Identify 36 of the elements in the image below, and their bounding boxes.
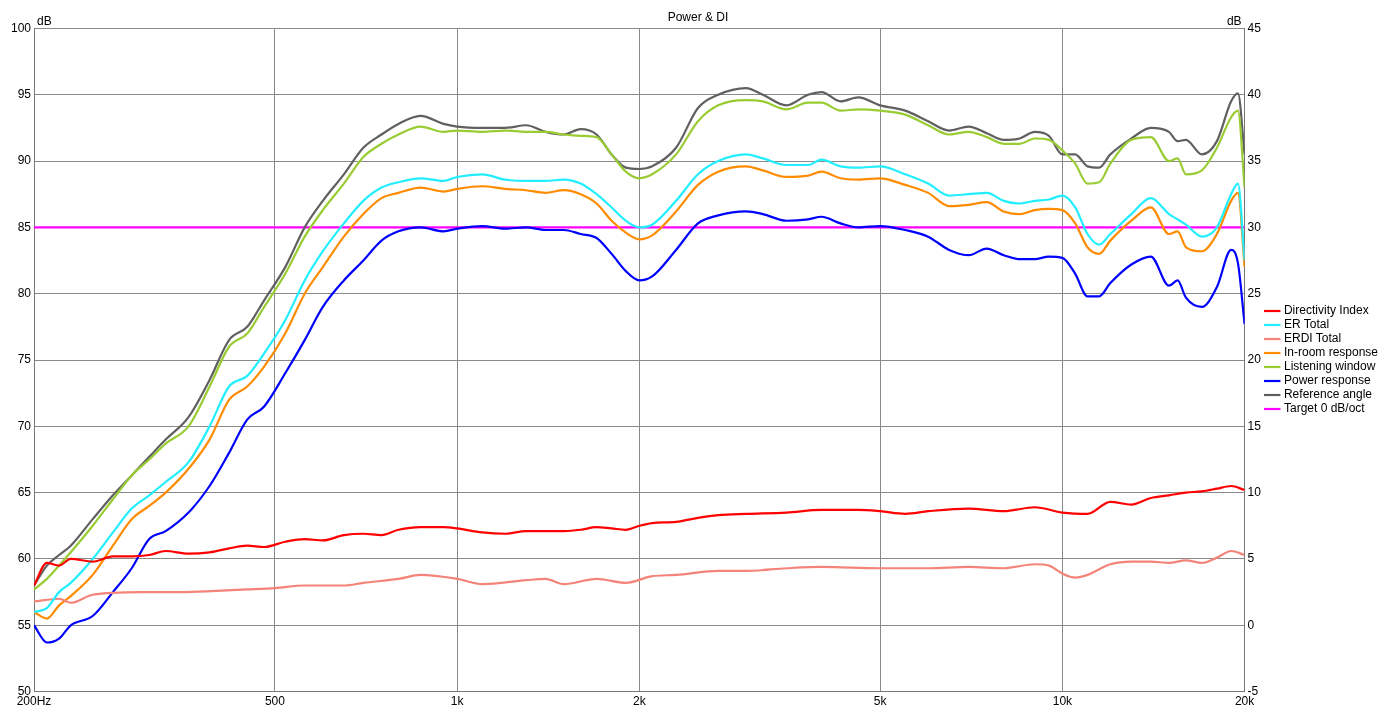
y2-tick-label: 5 [1247, 551, 1255, 566]
y2-tick-label: 35 [1247, 153, 1262, 168]
y2-tick-label: 30 [1247, 219, 1262, 234]
legend-label: In-room response [1283, 345, 1379, 360]
legend-label: Directivity Index [1283, 303, 1369, 318]
y2-tick-label: 40 [1247, 87, 1262, 102]
y2-tick-label: 20 [1247, 352, 1262, 367]
legend-label: Listening window [1283, 359, 1376, 374]
y2-tick-label: 45 [1247, 20, 1262, 35]
y-tick-label: 60 [17, 551, 32, 566]
legend-label: Power response [1283, 373, 1371, 388]
legend-label: ER Total [1283, 317, 1330, 332]
y-tick-label: 70 [17, 418, 32, 433]
y-tick-label: 80 [17, 285, 32, 300]
legend-label: Reference angle [1283, 387, 1373, 402]
y2-tick-label: 15 [1247, 418, 1262, 433]
y-tick-label: 95 [17, 87, 32, 102]
y-tick-label: 90 [17, 153, 32, 168]
x-tick-label: 5k [873, 694, 888, 709]
x-tick-label: 10k [1052, 694, 1074, 709]
y2-axis-title: dB [1226, 13, 1242, 28]
x-tick-label: 500 [264, 694, 286, 709]
y2-tick-label: 25 [1247, 285, 1262, 300]
y-tick-label: 55 [17, 617, 32, 632]
y-axis-title: dB [37, 13, 52, 28]
legend-label: Target 0 dB/oct [1283, 401, 1366, 416]
y2-tick-label: 10 [1247, 484, 1262, 499]
chart-title: Power & DI [667, 9, 729, 24]
y2-tick-label: 0 [1247, 617, 1255, 632]
x-tick-label: 2k [632, 694, 647, 709]
y-tick-label: 85 [17, 219, 32, 234]
y-tick-label: 65 [17, 484, 32, 499]
x-tick-label: 1k [450, 694, 465, 709]
y-tick-label: 100 [10, 20, 32, 35]
y-tick-label: 75 [17, 352, 32, 367]
legend-label: ERDI Total [1283, 331, 1342, 346]
